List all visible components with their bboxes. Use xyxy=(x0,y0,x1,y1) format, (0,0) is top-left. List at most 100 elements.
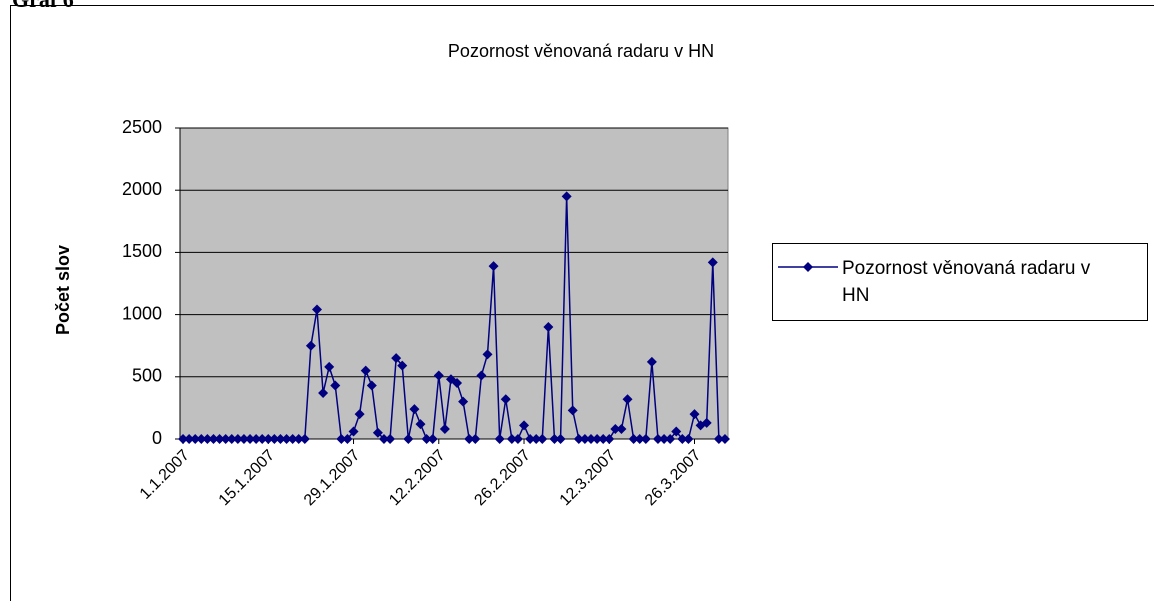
point xyxy=(238,434,249,444)
point xyxy=(202,434,213,444)
point xyxy=(628,434,639,444)
point xyxy=(640,434,651,444)
point xyxy=(604,434,615,444)
point xyxy=(403,434,414,444)
point xyxy=(220,434,231,444)
point xyxy=(707,257,718,268)
point xyxy=(592,434,603,444)
y-tick-label: 0 xyxy=(152,428,162,448)
point xyxy=(683,434,694,444)
point xyxy=(269,434,280,444)
point xyxy=(312,304,322,315)
point xyxy=(226,434,237,444)
point xyxy=(378,434,389,444)
point xyxy=(598,434,609,444)
point xyxy=(452,378,463,389)
point xyxy=(263,434,274,444)
point xyxy=(366,380,377,391)
point xyxy=(701,417,712,428)
point xyxy=(251,434,262,444)
y-tick-label: 500 xyxy=(132,366,162,386)
point xyxy=(354,409,365,420)
point xyxy=(519,420,530,431)
y-axis-label: Počet slov xyxy=(53,245,73,335)
point xyxy=(178,434,189,444)
point xyxy=(245,434,256,444)
point xyxy=(348,426,359,437)
point xyxy=(421,434,432,444)
point xyxy=(677,434,688,444)
point xyxy=(579,434,590,444)
x-tick-label: 29.1.2007 xyxy=(301,447,363,509)
point xyxy=(433,370,444,381)
point xyxy=(208,434,219,444)
point xyxy=(525,434,536,444)
legend-label: Pozornost věnovaná radaru v HN xyxy=(842,258,1091,306)
x-tick-label: 26.2.2007 xyxy=(471,447,533,509)
point xyxy=(586,434,596,444)
y-tick-label: 1500 xyxy=(122,241,162,261)
point xyxy=(573,434,584,444)
point xyxy=(409,404,420,415)
x-tick-label: 12.2.2007 xyxy=(386,447,448,509)
point xyxy=(397,360,408,371)
point xyxy=(360,365,371,376)
point xyxy=(287,434,298,444)
point xyxy=(415,419,426,430)
x-tick-label: 15.1.2007 xyxy=(216,447,278,509)
point xyxy=(330,380,341,391)
point xyxy=(482,349,493,360)
point xyxy=(470,434,481,444)
point xyxy=(512,434,523,444)
y-tick-label: 2000 xyxy=(122,179,162,199)
point xyxy=(281,434,292,444)
point xyxy=(464,434,475,444)
point xyxy=(500,394,511,405)
point xyxy=(190,434,201,444)
point xyxy=(506,434,517,444)
point xyxy=(561,191,572,202)
point xyxy=(719,434,730,444)
point xyxy=(385,434,396,444)
point xyxy=(659,434,670,444)
point xyxy=(652,434,663,444)
point xyxy=(458,396,469,407)
point xyxy=(543,322,554,333)
point xyxy=(293,434,304,444)
point xyxy=(299,434,310,444)
y-tick-label: 1000 xyxy=(122,303,162,323)
point xyxy=(324,361,335,372)
point xyxy=(549,434,560,444)
point xyxy=(427,434,438,444)
point xyxy=(616,424,627,435)
y-tick-label: 2500 xyxy=(122,117,162,137)
point xyxy=(555,434,566,444)
point xyxy=(232,434,243,444)
x-tick-label: 1.1.2007 xyxy=(137,447,193,503)
point xyxy=(537,434,548,444)
x-tick-label: 26.3.2007 xyxy=(642,447,704,509)
point xyxy=(439,424,450,435)
point xyxy=(610,424,621,435)
chart-frame xyxy=(10,5,1154,601)
point xyxy=(342,434,353,444)
point xyxy=(689,409,700,420)
point xyxy=(634,434,645,444)
point xyxy=(646,356,657,367)
point xyxy=(336,434,347,444)
heading: Graf 6 xyxy=(12,0,74,12)
point xyxy=(671,426,682,437)
plot-area xyxy=(179,127,729,440)
point xyxy=(665,434,676,444)
legend-marker xyxy=(803,262,813,272)
point xyxy=(305,340,316,351)
point xyxy=(713,434,724,444)
point xyxy=(184,434,195,444)
point xyxy=(318,387,329,398)
point xyxy=(476,370,487,381)
point xyxy=(196,434,207,444)
point xyxy=(567,405,578,416)
point xyxy=(531,434,542,444)
